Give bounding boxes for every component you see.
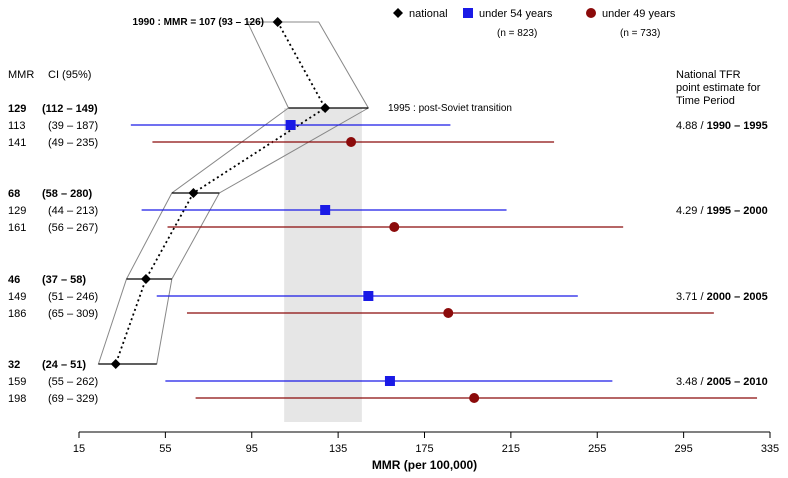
legend-note-under-49-years: (n = 733) bbox=[620, 28, 660, 39]
annotation-1995: 1995 : post-Soviet transition bbox=[388, 103, 512, 114]
tfr-value: 3.71 / bbox=[676, 291, 707, 303]
x-tick-label: 15 bbox=[73, 443, 85, 455]
x-tick-label: 175 bbox=[415, 443, 433, 455]
mmr-value-under-49-years: 198 bbox=[8, 393, 26, 405]
annotation-1990: 1990 : MMR = 107 (93 – 126) bbox=[133, 17, 264, 28]
legend-marker-national bbox=[393, 8, 403, 18]
tfr-value: 3.48 / bbox=[676, 376, 707, 388]
mmr-value-national: 32 bbox=[8, 359, 20, 371]
x-tick-label: 135 bbox=[329, 443, 347, 455]
tfr-value: 4.88 / bbox=[676, 120, 707, 132]
mmr-value-national: 68 bbox=[8, 188, 20, 200]
ci-value-national: (37 – 58) bbox=[42, 274, 86, 286]
marker-under-49-years bbox=[443, 308, 454, 318]
mmr-value-under-49-years: 161 bbox=[8, 222, 26, 234]
marker-under-54-years bbox=[363, 291, 374, 301]
tfr-label: 4.29 / 1995 – 2000 bbox=[676, 205, 768, 217]
ci-value-under-49-years: (65 – 309) bbox=[48, 308, 98, 320]
mmr-value-national: 46 bbox=[8, 274, 20, 286]
x-tick-label: 215 bbox=[502, 443, 520, 455]
legend-marker-under-49-years bbox=[586, 8, 596, 18]
legend-label-under-54-years: under 54 years bbox=[479, 8, 553, 20]
national-marker-1990 bbox=[272, 17, 283, 27]
legend-label-under-49-years: under 49 years bbox=[602, 8, 676, 20]
mmr-value-under-49-years: 186 bbox=[8, 308, 26, 320]
tfr-period: 1995 – 2000 bbox=[707, 205, 768, 217]
tfr-label: 3.71 / 2000 – 2005 bbox=[676, 291, 768, 303]
tfr-period: 2000 – 2005 bbox=[707, 291, 768, 303]
marker-under-54-years bbox=[320, 205, 331, 215]
ci-value-under-49-years: (49 – 235) bbox=[48, 137, 98, 149]
marker-national bbox=[320, 103, 331, 113]
mmr-value-under-49-years: 141 bbox=[8, 137, 26, 149]
ci-value-under-54-years: (44 – 213) bbox=[48, 205, 98, 217]
marker-under-49-years bbox=[346, 137, 357, 147]
x-axis-title: MMR (per 100,000) bbox=[372, 458, 477, 472]
tfr-header-line3: Time Period bbox=[676, 95, 735, 107]
marker-national bbox=[188, 188, 199, 198]
tfr-header-line1: National TFR bbox=[676, 69, 741, 81]
ci-value-national: (112 – 149) bbox=[42, 103, 98, 115]
x-tick-label: 255 bbox=[588, 443, 606, 455]
x-tick-label: 335 bbox=[761, 443, 779, 455]
legend-marker-under-54-years bbox=[463, 8, 473, 18]
mmr-value-under-54-years: 113 bbox=[8, 120, 26, 132]
tfr-header-line2: point estimate for bbox=[676, 82, 761, 94]
marker-under-54-years bbox=[384, 376, 395, 386]
tfr-period: 2005 – 2010 bbox=[707, 376, 768, 388]
ci-value-under-54-years: (39 – 187) bbox=[48, 120, 98, 132]
mmr-value-under-54-years: 159 bbox=[8, 376, 26, 388]
reference-band bbox=[284, 108, 362, 422]
tfr-value: 4.29 / bbox=[676, 205, 707, 217]
mmr-column-header: MMR bbox=[8, 69, 34, 81]
legend-label-national: national bbox=[409, 8, 448, 20]
ci-value-under-49-years: (69 – 329) bbox=[48, 393, 98, 405]
legend-note-under-54-years: (n = 823) bbox=[497, 28, 537, 39]
ci-value-under-54-years: (51 – 246) bbox=[48, 291, 98, 303]
marker-under-49-years bbox=[469, 393, 480, 403]
ci-value-under-54-years: (55 – 262) bbox=[48, 376, 98, 388]
ci-value-national: (58 – 280) bbox=[42, 188, 92, 200]
tfr-label: 4.88 / 1990 – 1995 bbox=[676, 120, 768, 132]
x-tick-label: 295 bbox=[674, 443, 692, 455]
marker-under-49-years bbox=[389, 222, 400, 232]
ci-value-under-49-years: (56 – 267) bbox=[48, 222, 98, 234]
marker-national bbox=[110, 359, 121, 369]
mmr-value-national: 129 bbox=[8, 103, 26, 115]
ci-column-header: CI (95%) bbox=[48, 69, 91, 81]
mmr-value-under-54-years: 129 bbox=[8, 205, 26, 217]
marker-national bbox=[140, 274, 151, 284]
mmr-value-under-54-years: 149 bbox=[8, 291, 26, 303]
marker-under-54-years bbox=[285, 120, 296, 130]
x-tick-label: 55 bbox=[159, 443, 171, 455]
ci-value-national: (24 – 51) bbox=[42, 359, 86, 371]
tfr-label: 3.48 / 2005 – 2010 bbox=[676, 376, 768, 388]
x-tick-label: 95 bbox=[246, 443, 258, 455]
tfr-period: 1990 – 1995 bbox=[707, 120, 768, 132]
